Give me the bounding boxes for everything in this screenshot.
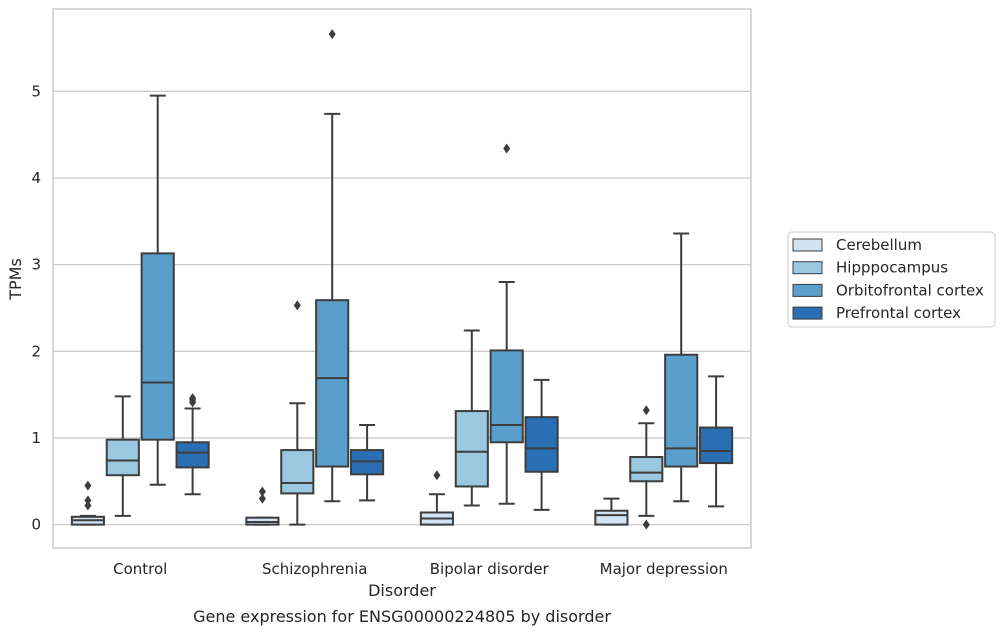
- x-tick-label: Major depression: [600, 560, 728, 578]
- box-orbitofrontal-cortex: [489, 143, 524, 505]
- box-iqr: [315, 299, 350, 468]
- outlier-point: [258, 486, 266, 497]
- x-tick-label: Control: [113, 560, 167, 578]
- legend-swatch: [792, 238, 823, 252]
- legend-swatch: [792, 261, 823, 275]
- legend-item: Orbitofrontal cortex: [792, 281, 984, 299]
- legend-label: Orbitofrontal cortex: [836, 281, 984, 299]
- outlier-point: [642, 519, 650, 530]
- y-tick-label: 5: [31, 82, 41, 100]
- box-hipppocampus: [280, 300, 315, 526]
- y-tick-label: 0: [31, 516, 41, 534]
- box-prefrontal-cortex: [350, 423, 385, 502]
- box-iqr: [489, 349, 524, 444]
- box-orbitofrontal-cortex: [140, 94, 175, 486]
- box-cerebellum: [419, 470, 454, 526]
- legend: Cerebellum Hipppocampus Orbitofrontal cort…: [787, 231, 996, 328]
- legend-swatch: [792, 306, 823, 320]
- box-hipppocampus: [629, 405, 664, 530]
- y-tick-label: 4: [31, 169, 41, 187]
- outlier-point: [258, 493, 266, 504]
- box-plot-series: [70, 29, 734, 530]
- box-cerebellum: [70, 480, 105, 526]
- box-iqr: [280, 449, 315, 495]
- box-prefrontal-cortex: [175, 393, 210, 496]
- legend-item: Hipppocampus: [792, 259, 948, 277]
- box-iqr: [629, 456, 664, 483]
- chart-title: Gene expression for ENSG00000224805 by d…: [193, 607, 611, 626]
- x-tick-label: Schizophrenia: [262, 560, 367, 578]
- outlier-point: [189, 393, 197, 404]
- box-orbitofrontal-cortex: [664, 232, 699, 503]
- box-prefrontal-cortex: [524, 378, 559, 511]
- y-tick-label: 1: [31, 429, 41, 447]
- outlier-point: [84, 500, 92, 511]
- y-axis-label: TPMs: [6, 258, 25, 301]
- box-iqr: [699, 426, 734, 465]
- outlier-point: [84, 495, 92, 506]
- box-hipppocampus: [454, 329, 489, 507]
- box-hipppocampus: [105, 395, 140, 517]
- box-iqr: [524, 416, 559, 473]
- legend-swatch: [792, 283, 823, 297]
- outlier-point: [503, 143, 511, 154]
- box-iqr: [175, 441, 210, 469]
- x-axis-ticks: Control Schizophrenia Bipolar disorder Majo…: [113, 560, 728, 578]
- box-iqr: [454, 410, 489, 488]
- legend-item: Cerebellum: [792, 236, 922, 254]
- legend-label: Prefrontal cortex: [836, 304, 961, 322]
- legend-label: Hipppocampus: [836, 259, 948, 277]
- box-iqr: [105, 438, 140, 477]
- box-iqr: [140, 252, 175, 441]
- outlier-point: [328, 29, 336, 40]
- box-cerebellum: [594, 497, 629, 526]
- y-tick-label: 2: [31, 342, 41, 360]
- legend-item: Prefrontal cortex: [792, 304, 961, 322]
- outlier-point: [293, 300, 301, 311]
- outlier-point: [84, 480, 92, 491]
- outlier-point: [642, 405, 650, 416]
- legend-label: Cerebellum: [836, 236, 922, 254]
- outlier-point: [433, 470, 441, 481]
- y-axis-ticks: 0 1 2 3 4 5: [31, 82, 41, 533]
- box-prefrontal-cortex: [699, 375, 734, 508]
- x-axis-label: Disorder: [368, 581, 436, 600]
- y-tick-label: 3: [31, 256, 41, 274]
- x-tick-label: Bipolar disorder: [430, 560, 550, 578]
- plot-area-frame: [52, 8, 752, 549]
- legend-frame: [787, 231, 996, 328]
- box-iqr: [664, 353, 699, 468]
- box-cerebellum: [245, 486, 280, 526]
- box-iqr: [594, 509, 629, 526]
- box-orbitofrontal-cortex: [315, 29, 350, 503]
